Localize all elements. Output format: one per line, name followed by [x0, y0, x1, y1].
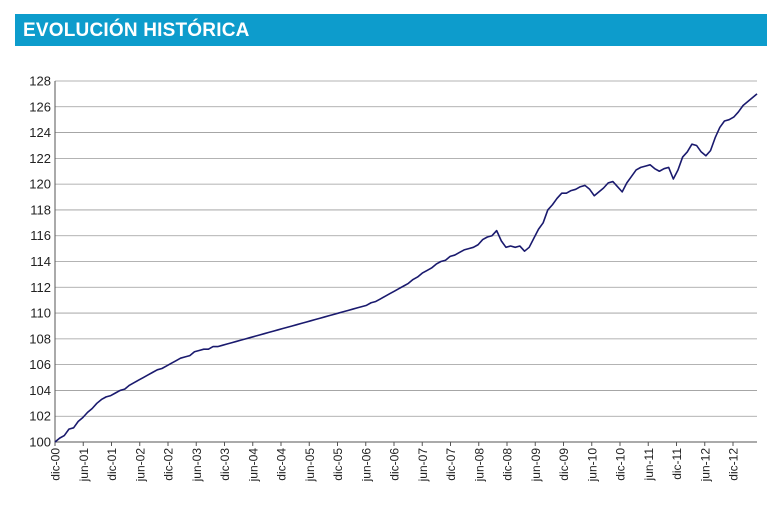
y-tick-label: 118	[30, 202, 51, 217]
y-tick-label: 100	[29, 435, 51, 450]
x-tick-label: dic-11	[670, 448, 684, 480]
x-tick-label: jun-12	[698, 448, 712, 483]
grid-lines	[55, 80, 757, 443]
y-tick-label: 112	[30, 280, 51, 295]
x-tick-label: jun-07	[416, 448, 430, 483]
x-tick-label: jun-01	[77, 448, 91, 483]
x-tick-label: jun-04	[246, 448, 260, 483]
x-tick-label: dic-05	[331, 448, 345, 481]
axes	[54, 81, 757, 446]
y-tick-label: 106	[29, 357, 51, 372]
y-tick-label: 104	[29, 383, 51, 398]
x-tick-label: dic-10	[614, 448, 628, 481]
x-axis-tick-labels: dic-00 jun-01 dic-01 jun-02 dic-02 jun-03 dic-…	[49, 448, 741, 483]
x-tick-label: dic-06	[388, 448, 402, 481]
y-tick-label: 128	[29, 74, 51, 89]
x-tick-label: jun-09	[529, 448, 543, 483]
y-tick-label: 102	[29, 409, 51, 424]
y-tick-label: 122	[29, 151, 51, 166]
x-tick-label: jun-08	[472, 448, 486, 483]
y-tick-label: 108	[29, 331, 51, 346]
chart-title: EVOLUCIÓN HISTÓRICA	[23, 20, 250, 41]
y-axis-tick-labels: 100 102 104 106 108 110 112 114 116 118 120 122 124 1…	[29, 74, 51, 450]
x-tick-label: dic-01	[105, 448, 119, 481]
x-tick-label: jun-10	[585, 448, 599, 483]
y-tick-label: 116	[30, 228, 51, 243]
x-tick-label: jun-03	[190, 448, 204, 483]
series-group	[54, 93, 758, 443]
y-tick-label: 124	[29, 125, 51, 140]
x-tick-label: dic-07	[444, 448, 458, 481]
x-tick-label: jun-11	[642, 448, 656, 482]
x-tick-label: dic-00	[49, 448, 63, 481]
x-tick-label: dic-12	[727, 448, 741, 481]
x-tick-label: dic-09	[557, 448, 571, 481]
x-tick-label: jun-05	[303, 448, 317, 483]
series-line	[54, 93, 758, 443]
x-tick-label: jun-06	[359, 448, 373, 483]
y-tick-label: 114	[30, 254, 51, 269]
y-tick-label: 120	[29, 177, 51, 192]
x-tick-label: dic-02	[162, 448, 176, 481]
y-tick-label: 110	[30, 306, 51, 321]
x-tick-label: jun-02	[133, 448, 147, 483]
chart-title-banner: EVOLUCIÓN HISTÓRICA	[15, 14, 767, 46]
x-tick-label: dic-04	[275, 448, 289, 481]
y-tick-label: 126	[29, 99, 51, 114]
x-tick-label: dic-03	[218, 448, 232, 481]
x-tick-label: dic-08	[501, 448, 515, 481]
